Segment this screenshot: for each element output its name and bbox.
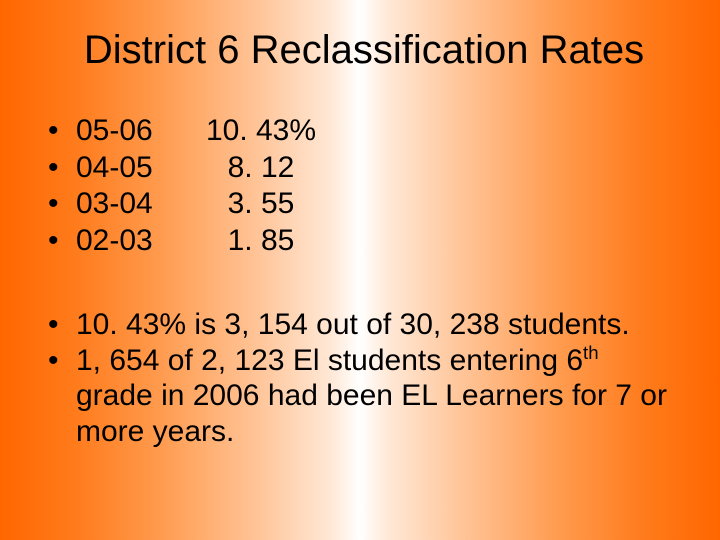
year-label: 05-06: [76, 113, 186, 150]
list-item: • 1, 654 of 2, 123 El students entering …: [48, 343, 680, 449]
year-label: 03-04: [76, 186, 186, 223]
bullet-icon: •: [48, 150, 76, 187]
bullet-icon: •: [48, 113, 76, 150]
list-item: • 02-03 1. 85: [48, 223, 680, 260]
rate-value: 10. 43%: [186, 113, 336, 150]
list-item: • 10. 43% is 3, 154 out of 30, 238 stude…: [48, 307, 680, 342]
notes-list: • 10. 43% is 3, 154 out of 30, 238 stude…: [48, 307, 680, 449]
rate-value: 8. 12: [186, 150, 336, 187]
list-item: • 03-04 3. 55: [48, 186, 680, 223]
rate-value: 3. 55: [186, 186, 336, 223]
slide-title: District 6 Reclassification Rates: [48, 28, 680, 73]
bullet-icon: •: [48, 223, 76, 260]
year-label: 02-03: [76, 223, 186, 260]
bullet-icon: •: [48, 343, 76, 378]
list-item: • 05-06 10. 43%: [48, 113, 680, 150]
bullet-icon: •: [48, 307, 76, 342]
slide: District 6 Reclassification Rates • 05-0…: [0, 0, 720, 540]
rates-list: • 05-06 10. 43% • 04-05 8. 12 • 03-04 3.…: [48, 113, 680, 259]
note-text: 1, 654 of 2, 123 El students entering 6t…: [76, 343, 680, 449]
note-text: 10. 43% is 3, 154 out of 30, 238 student…: [76, 307, 680, 342]
year-label: 04-05: [76, 150, 186, 187]
list-item: • 04-05 8. 12: [48, 150, 680, 187]
rate-value: 1. 85: [186, 223, 336, 260]
bullet-icon: •: [48, 186, 76, 223]
